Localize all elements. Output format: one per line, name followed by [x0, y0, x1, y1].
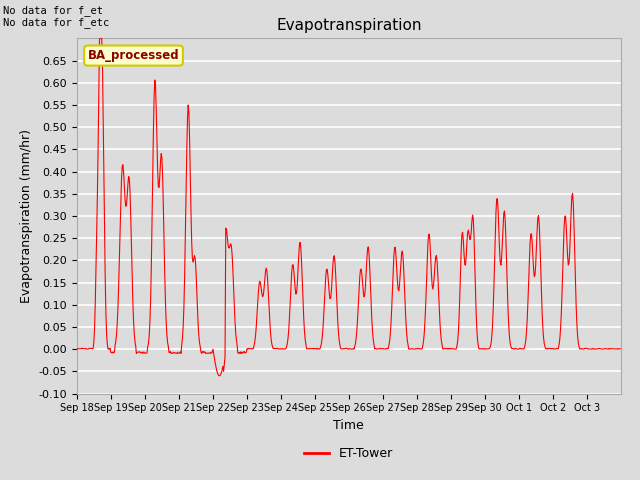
- Title: Evapotranspiration: Evapotranspiration: [276, 18, 422, 33]
- Text: No data for f_et
No data for f_etc: No data for f_et No data for f_etc: [3, 5, 109, 28]
- Legend: ET-Tower: ET-Tower: [299, 443, 399, 466]
- Text: BA_processed: BA_processed: [88, 49, 179, 62]
- Y-axis label: Evapotranspiration (mm/hr): Evapotranspiration (mm/hr): [20, 129, 33, 303]
- X-axis label: Time: Time: [333, 419, 364, 432]
